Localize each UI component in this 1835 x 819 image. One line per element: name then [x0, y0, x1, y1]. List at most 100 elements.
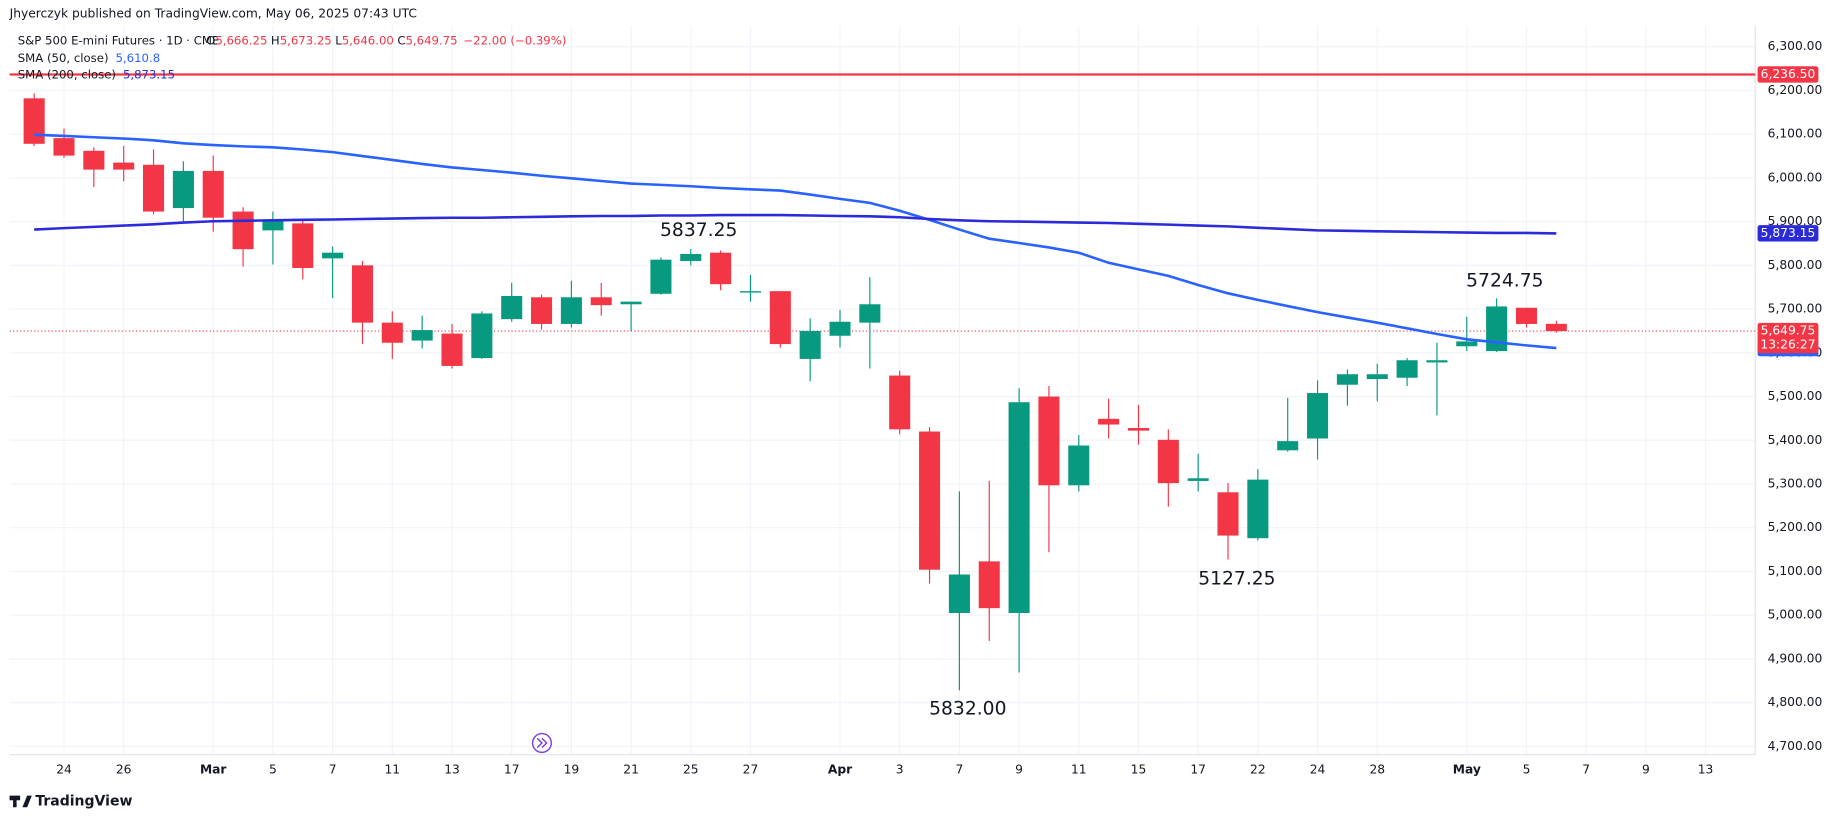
candle-body — [411, 330, 433, 341]
legend-bg — [11, 32, 539, 50]
brand-logo — [9, 795, 32, 808]
price-tag — [1757, 322, 1819, 354]
candle-body — [1068, 445, 1090, 486]
legend-series-value: 5,873.15 — [123, 67, 175, 81]
legend-series-name: SMA (50, close) — [18, 51, 109, 65]
annotation: 5832.00 — [929, 699, 1006, 720]
x-tick-label: 5 — [1523, 762, 1531, 776]
legend-key: O — [206, 33, 215, 47]
price-tag — [1757, 225, 1819, 242]
x-tick-label: 19 — [564, 762, 580, 776]
y-tick-label: 4,700.00 — [1768, 739, 1823, 753]
candle-body — [799, 330, 821, 359]
candle-body — [1187, 478, 1209, 481]
candle-body — [1426, 360, 1448, 363]
price-tag — [1757, 66, 1819, 83]
annotation: 5724.75 — [1466, 270, 1543, 291]
candle-body — [232, 211, 254, 250]
x-tick-label: 9 — [1015, 762, 1023, 776]
candle-body — [471, 313, 493, 359]
x-tick-label: 3 — [896, 762, 904, 776]
legend-series-value: 5,610.8 — [116, 51, 161, 65]
legend-series-name: SMA (200, close) — [18, 67, 116, 81]
y-tick-label: 5,100.00 — [1768, 564, 1823, 578]
x-tick-label: 26 — [116, 762, 132, 776]
candle-body — [590, 297, 612, 306]
candle-body — [829, 321, 851, 336]
candle-body — [262, 219, 284, 231]
candle-body — [1545, 323, 1567, 332]
candle-body — [501, 295, 523, 320]
candle-body — [769, 291, 791, 345]
legend-change: −22.00 (−0.39%) — [463, 33, 566, 47]
candle-body — [978, 561, 1000, 609]
x-tick-label: 7 — [329, 762, 337, 776]
candle-body — [23, 98, 45, 144]
sma-line — [34, 213, 1557, 235]
y-tick-label: 6,200.00 — [1768, 83, 1823, 97]
candle-body — [889, 375, 911, 430]
candle-body — [710, 252, 732, 285]
candle-body — [1515, 307, 1538, 324]
y-tick-label: 4,900.00 — [1768, 651, 1823, 665]
x-tick-label: 24 — [1310, 762, 1326, 776]
x-tick-label: 11 — [385, 762, 401, 776]
candle-body — [351, 265, 373, 323]
legend-key: L — [335, 33, 342, 47]
countdown: 13:26:27 — [1760, 338, 1815, 352]
candle-body — [680, 253, 702, 261]
candle-body — [441, 333, 463, 366]
x-tick-label: 24 — [56, 762, 72, 776]
candle-body — [172, 170, 194, 209]
x-tick-label: Apr — [828, 762, 853, 776]
replay-icon-glyph — [536, 737, 548, 749]
candle-body — [1157, 439, 1179, 484]
candle-body — [1336, 374, 1358, 385]
legend-value: 5,673.25 — [280, 33, 332, 47]
candle-body — [739, 291, 762, 293]
candle-body — [53, 138, 75, 156]
legend-key: C — [397, 33, 405, 47]
candle-body — [381, 322, 403, 343]
price-tag-label: 6,236.50 — [1761, 67, 1816, 81]
y-tick-label: 6,000.00 — [1768, 170, 1823, 184]
candle-body — [1456, 341, 1478, 347]
y-tick-label: 5,500.00 — [1768, 389, 1823, 403]
candle-body — [1277, 441, 1299, 451]
y-tick-label: 5,900.00 — [1768, 214, 1823, 228]
x-tick-label: 13 — [1698, 762, 1714, 776]
candle-body — [83, 150, 105, 170]
x-tick-label: 11 — [1071, 762, 1087, 776]
x-tick-label: 7 — [1582, 762, 1590, 776]
candle-body — [919, 431, 941, 570]
x-tick-label: 17 — [504, 762, 520, 776]
candle-body — [1127, 428, 1150, 431]
legend-key: H — [271, 33, 280, 47]
candle-body — [1098, 418, 1120, 425]
candle-body — [1038, 396, 1060, 486]
x-tick-label: 9 — [1642, 762, 1650, 776]
x-tick-label: May — [1453, 762, 1481, 776]
candle-body — [113, 162, 135, 170]
candle-body — [1486, 306, 1508, 352]
x-tick-label: 27 — [743, 762, 759, 776]
y-tick-label: 5,700.00 — [1768, 302, 1823, 316]
candle-body — [1247, 479, 1269, 539]
x-tick-label: 7 — [955, 762, 963, 776]
legend-value: 5,649.75 — [405, 33, 457, 47]
candle-body — [531, 297, 553, 324]
plot — [9, 73, 1756, 691]
x-tick-label: Mar — [200, 762, 227, 776]
x-tick-label: 13 — [444, 762, 460, 776]
price-tag-label: 5,873.15 — [1761, 226, 1816, 240]
candle-body — [1396, 360, 1418, 378]
y-tick-label: 5,000.00 — [1768, 608, 1823, 622]
candle-body — [620, 301, 642, 305]
x-tick-label: 17 — [1190, 762, 1206, 776]
x-tick-label: 21 — [623, 762, 639, 776]
annotation: 5127.25 — [1198, 569, 1275, 590]
candle-body — [1217, 492, 1239, 536]
x-tick-label: 15 — [1131, 762, 1147, 776]
